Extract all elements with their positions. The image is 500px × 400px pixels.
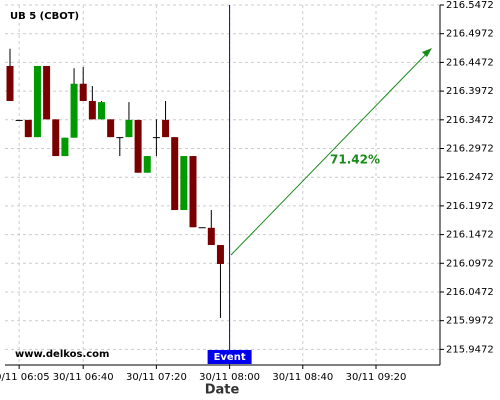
candle-body xyxy=(33,65,41,138)
candle-body xyxy=(43,65,51,120)
event-label: Event xyxy=(214,352,246,363)
candle-body xyxy=(180,156,188,211)
x-tick-label: 30/11 06:05 xyxy=(0,372,50,383)
arrow-head xyxy=(422,48,432,57)
event-box xyxy=(207,350,252,364)
candle-body xyxy=(70,83,78,138)
candle-body xyxy=(107,119,115,138)
y-tick-label: 215.9972 xyxy=(446,316,494,327)
y-tick-label: 216.1472 xyxy=(446,230,494,241)
y-tick-label: 216.5472 xyxy=(446,0,494,11)
probability-label: 71.42% xyxy=(330,153,380,167)
candle-body xyxy=(134,119,142,173)
candle-body xyxy=(216,245,224,264)
x-tick-label: 30/11 07:20 xyxy=(126,372,187,383)
candle-body xyxy=(61,137,69,157)
y-tick-label: 216.0972 xyxy=(446,258,494,269)
y-tick-label: 216.2472 xyxy=(446,172,494,183)
candle-body xyxy=(116,137,124,139)
candle-body xyxy=(125,119,133,138)
candle-body xyxy=(162,119,170,138)
candle-body xyxy=(24,119,32,138)
candle-body xyxy=(98,102,105,120)
candle-body xyxy=(88,100,96,120)
y-tick-label: 216.0472 xyxy=(446,287,494,298)
candle-body xyxy=(6,65,14,101)
y-tick-label: 216.4972 xyxy=(446,29,494,40)
candle-body xyxy=(198,227,206,229)
candle-body xyxy=(171,137,179,211)
x-tick-label: 30/11 08:40 xyxy=(272,372,333,383)
candle-body xyxy=(207,227,215,246)
candle-body xyxy=(189,156,197,228)
y-tick-label: 216.2972 xyxy=(446,143,494,154)
y-tick-label: 216.3972 xyxy=(446,86,494,97)
candle-body xyxy=(15,119,23,121)
watermark: www.delkos.com xyxy=(15,349,109,360)
candle-body xyxy=(143,156,151,173)
y-tick-label: 215.9472 xyxy=(446,344,494,355)
x-axis-label: Date xyxy=(205,383,240,398)
y-tick-label: 216.3472 xyxy=(446,115,494,126)
y-tick-label: 216.4472 xyxy=(446,57,494,68)
candle-body xyxy=(52,119,60,157)
y-tick-label: 216.1972 xyxy=(446,201,494,212)
x-tick-label: 30/11 08:00 xyxy=(199,372,260,383)
candle-body xyxy=(152,137,160,139)
candle-body xyxy=(79,83,87,101)
forecast-arrow xyxy=(230,49,431,256)
x-tick-label: 30/11 09:20 xyxy=(346,372,407,383)
x-tick-label: 30/11 06:40 xyxy=(53,372,114,383)
chart-title: UB 5 (CBOT) xyxy=(10,11,79,22)
